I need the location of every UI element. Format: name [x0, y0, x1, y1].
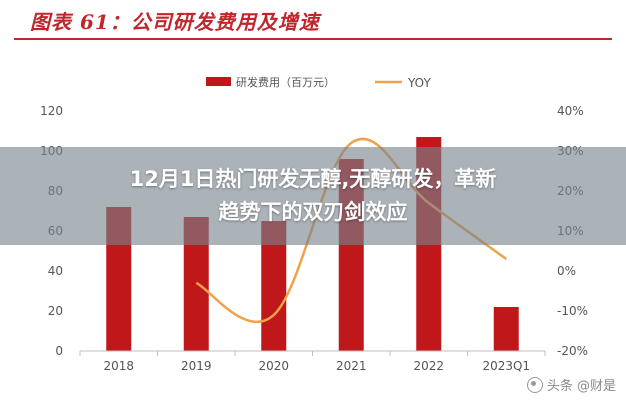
y2-tick-label: 0% — [557, 264, 576, 278]
watermark: 头条 @财是 — [526, 375, 616, 394]
legend: 研发费用（百万元） YOY — [206, 75, 431, 90]
x-tick-label: 2022 — [413, 359, 444, 373]
y-tick-label: 40 — [48, 264, 63, 278]
x-tick-label: 2021 — [336, 359, 367, 373]
y-tick-label: 0 — [55, 344, 63, 358]
x-tick-label: 2018 — [103, 359, 134, 373]
x-axis: 2018 2019 2020 2021 2022 2023Q1 — [79, 350, 546, 373]
bar — [493, 307, 519, 351]
camera-icon — [526, 376, 543, 393]
figure-title: 图表 61：公司研发费用及增速 — [30, 10, 320, 34]
x-tick-label: 2023Q1 — [482, 359, 530, 373]
headline-line-2: 趋势下的双刃剑效应 — [218, 200, 408, 224]
headline-banner: 12月1日热门研发无醇,无醇研发，革新 趋势下的双刃剑效应 — [0, 147, 626, 245]
y2-tick-label: -10% — [557, 304, 588, 318]
y2-tick-label: -20% — [557, 344, 588, 358]
legend-label-line: YOY — [407, 76, 431, 90]
title-rule — [14, 38, 612, 40]
headline-line-1: 12月1日热门研发无醇,无醇研发，革新 — [129, 167, 497, 191]
x-tick-label: 2019 — [181, 359, 212, 373]
y-tick-label: 120 — [40, 104, 63, 118]
legend-label-bar: 研发费用（百万元） — [236, 75, 335, 89]
y-tick-label: 20 — [48, 304, 63, 318]
y2-tick-label: 40% — [557, 104, 584, 118]
watermark-text: 头条 @财是 — [546, 379, 616, 394]
x-tick-label: 2020 — [258, 359, 289, 373]
legend-swatch-bar — [206, 77, 231, 86]
